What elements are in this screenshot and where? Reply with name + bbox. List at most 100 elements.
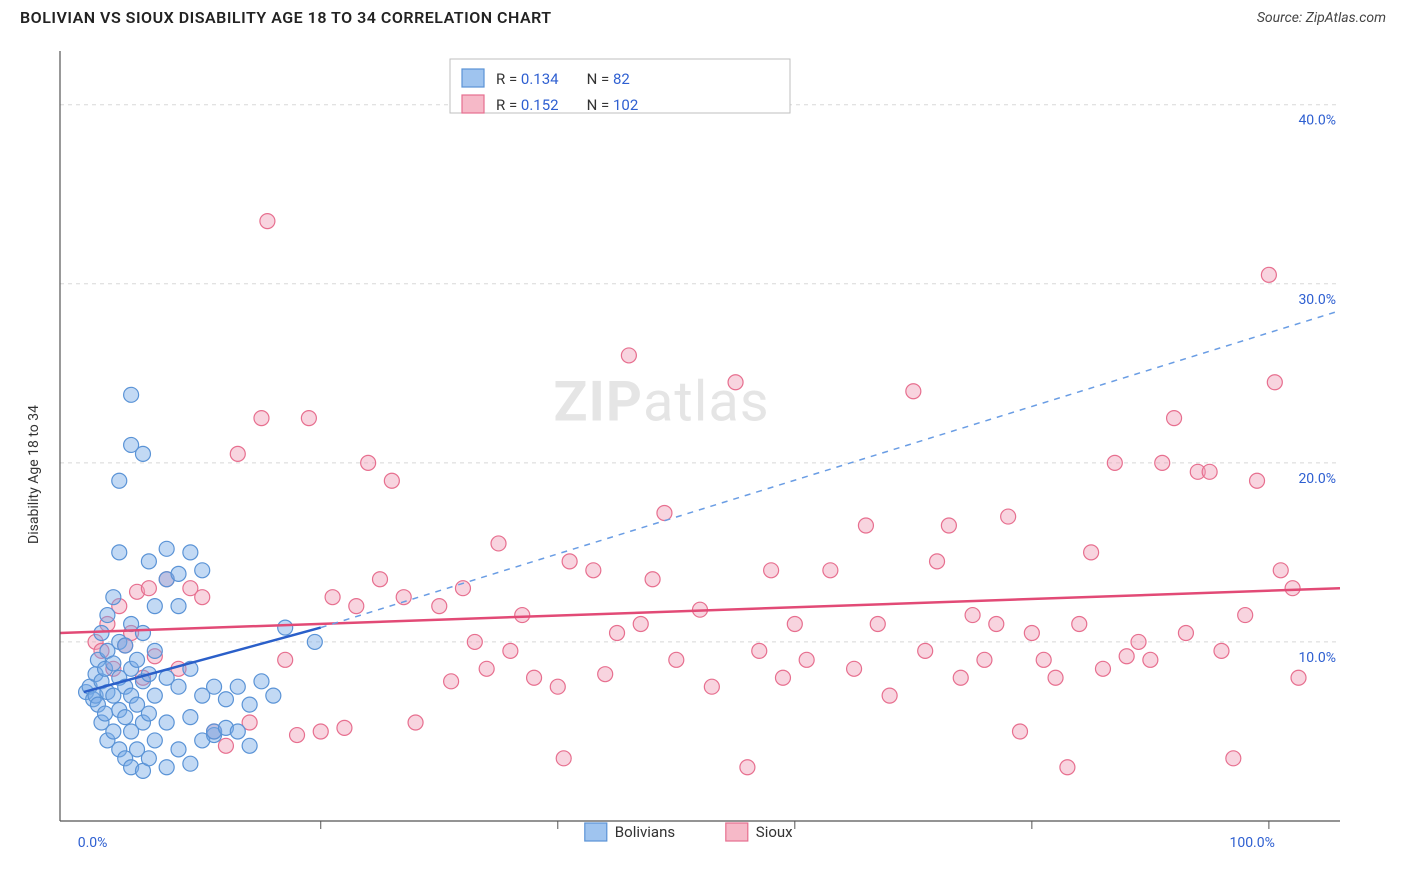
sioux-point	[444, 674, 459, 689]
bolivians-point	[106, 724, 121, 739]
sioux-point	[799, 652, 814, 667]
sioux-point	[965, 608, 980, 623]
sioux-point	[610, 625, 625, 640]
sioux-point	[1214, 643, 1229, 658]
sioux-point	[1291, 670, 1306, 685]
sioux-point	[1155, 455, 1170, 470]
sioux-point	[953, 670, 968, 685]
x-tick-label: 0.0%	[78, 835, 108, 851]
bolivians-point	[159, 541, 174, 556]
chart-svg: 10.0%20.0%30.0%40.0%ZIPatlas0.0%100.0%Di…	[20, 31, 1386, 861]
sioux-point	[787, 617, 802, 632]
bolivians-point	[183, 756, 198, 771]
sioux-point	[1107, 455, 1122, 470]
sioux-point	[195, 590, 210, 605]
bolivians-point	[230, 679, 245, 694]
sioux-point	[290, 728, 305, 743]
sioux-point	[260, 214, 275, 229]
bolivians-point	[171, 742, 186, 757]
sioux-point	[704, 679, 719, 694]
bolivians-point	[147, 688, 162, 703]
y-tick-label: 10.0%	[1298, 650, 1336, 666]
bolivians-point	[207, 679, 222, 694]
sioux-point	[906, 384, 921, 399]
bolivians-point	[118, 638, 133, 653]
bolivians-point	[112, 545, 127, 560]
sioux-point	[669, 652, 684, 667]
sioux-point	[847, 661, 862, 676]
bolivians-point	[141, 706, 156, 721]
sioux-point	[467, 634, 482, 649]
y-tick-label: 30.0%	[1298, 292, 1336, 308]
bolivians-point	[195, 563, 210, 578]
bolivians-point	[106, 656, 121, 671]
chart-title: BOLIVIAN VS SIOUX DISABILITY AGE 18 TO 3…	[20, 8, 552, 27]
bolivians-point	[135, 625, 150, 640]
bolivians-point	[147, 733, 162, 748]
legend-label: Bolivians	[615, 823, 675, 841]
chart-area: 10.0%20.0%30.0%40.0%ZIPatlas0.0%100.0%Di…	[20, 31, 1386, 861]
sioux-point	[930, 554, 945, 569]
sioux-point	[278, 652, 293, 667]
y-axis-label: Disability Age 18 to 34	[26, 405, 42, 544]
bolivians-point	[171, 679, 186, 694]
bolivians-point	[147, 643, 162, 658]
bolivians-point	[98, 706, 113, 721]
legend-top: R = 0.134N = 82R = 0.152N = 102	[450, 59, 790, 114]
sioux-point	[1285, 581, 1300, 596]
bolivians-point	[118, 710, 133, 725]
sioux-point	[556, 751, 571, 766]
sioux-point	[1267, 375, 1282, 390]
sioux-point	[218, 738, 233, 753]
sioux-point	[527, 670, 542, 685]
sioux-point	[882, 688, 897, 703]
bolivians-point	[106, 590, 121, 605]
sioux-point	[1072, 617, 1087, 632]
sioux-point	[503, 643, 518, 658]
sioux-point	[384, 473, 399, 488]
bolivians-point	[183, 545, 198, 560]
bolivians-point	[171, 566, 186, 581]
sioux-point	[337, 720, 352, 735]
sioux-point	[1143, 652, 1158, 667]
sioux-point	[752, 643, 767, 658]
sioux-point	[941, 518, 956, 533]
bolivians-point	[307, 634, 322, 649]
bolivians-point	[278, 620, 293, 635]
bolivians-point	[135, 446, 150, 461]
sioux-point	[1024, 625, 1039, 640]
sioux-point	[1060, 760, 1075, 775]
sioux-point	[1036, 652, 1051, 667]
bolivians-point	[266, 688, 281, 703]
legend-swatch	[585, 823, 607, 841]
sioux-point	[586, 563, 601, 578]
legend-swatch	[462, 69, 484, 87]
sioux-point	[562, 554, 577, 569]
sioux-point	[550, 679, 565, 694]
legend-swatch	[726, 823, 748, 841]
sioux-point	[598, 667, 613, 682]
sioux-point	[1095, 661, 1110, 676]
y-tick-label: 40.0%	[1298, 113, 1336, 129]
sioux-point	[230, 446, 245, 461]
legend-bottom: BoliviansSioux	[585, 823, 793, 841]
sioux-point	[313, 724, 328, 739]
source-label: Source: ZipAtlas.com	[1257, 10, 1386, 26]
bolivians-point	[141, 554, 156, 569]
bolivians-point	[130, 652, 145, 667]
bolivians-point	[218, 692, 233, 707]
sioux-point	[479, 661, 494, 676]
sioux-point	[361, 455, 376, 470]
bolivians-point	[242, 697, 257, 712]
sioux-point	[1202, 464, 1217, 479]
sioux-point	[645, 572, 660, 587]
sioux-point	[349, 599, 364, 614]
sioux-point	[1001, 509, 1016, 524]
sioux-point	[141, 581, 156, 596]
bolivians-point	[147, 599, 162, 614]
sioux-point	[1048, 670, 1063, 685]
sioux-point	[1226, 751, 1241, 766]
sioux-point	[621, 348, 636, 363]
sioux-point	[1178, 625, 1193, 640]
sioux-point	[858, 518, 873, 533]
